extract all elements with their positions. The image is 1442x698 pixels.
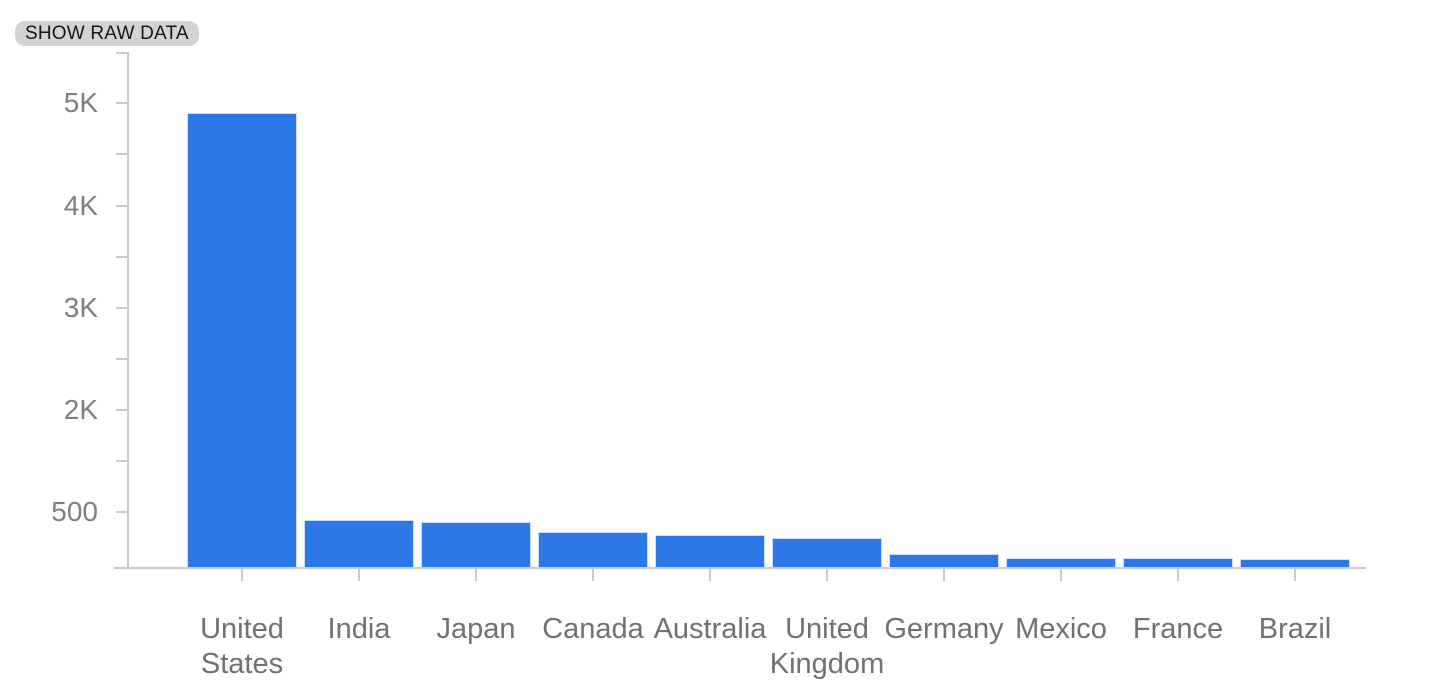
x-label-line: Australia: [653, 613, 767, 645]
y-axis-tick-label: 500: [51, 496, 98, 527]
x-label-germany: Germany: [856, 612, 1032, 647]
y-axis-tick: [116, 511, 129, 513]
y-axis-tick: [116, 153, 129, 155]
show-raw-data-button[interactable]: SHOW RAW DATA: [15, 21, 199, 46]
x-label-united-states: United States: [154, 612, 330, 682]
x-label-india: India: [271, 612, 447, 647]
x-label-brazil: Brazil: [1207, 612, 1383, 647]
y-axis-tick: [116, 102, 129, 104]
x-label-line: United: [785, 613, 869, 645]
y-axis-line: [127, 53, 129, 569]
y-axis-tick: [116, 205, 129, 207]
x-label-line: Brazil: [1258, 613, 1332, 645]
x-axis-tick: [241, 569, 243, 581]
x-axis-tick: [1177, 569, 1179, 581]
bar-germany[interactable]: [889, 554, 999, 567]
x-label-line: Germany: [884, 613, 1004, 645]
y-axis-tick-label: 5K: [63, 87, 98, 118]
y-axis-tick-label: 3K: [63, 292, 98, 323]
x-axis-tick: [592, 569, 594, 581]
x-axis-tick: [358, 569, 360, 581]
x-label-line: United: [200, 613, 284, 645]
bar-united-states[interactable]: [187, 113, 297, 567]
bar-australia[interactable]: [655, 535, 765, 567]
y-axis-tick: [116, 52, 129, 54]
x-label-line: Canada: [542, 613, 644, 645]
x-label-australia: Australia: [622, 612, 798, 647]
bar-united-kingdom[interactable]: [772, 538, 882, 567]
x-label-france: France: [1090, 612, 1266, 647]
y-axis-tick: [116, 460, 129, 462]
x-label-line: States: [200, 648, 284, 680]
x-axis-tick: [475, 569, 477, 581]
x-label-line: Mexico: [1015, 613, 1107, 645]
x-label-line: France: [1132, 613, 1224, 645]
y-axis-tick: [116, 307, 129, 309]
bar-japan[interactable]: [421, 522, 531, 567]
x-axis-tick: [1294, 569, 1296, 581]
y-axis-tick-label: 4K: [63, 190, 98, 221]
x-axis-line: [114, 567, 1366, 569]
bar-brazil[interactable]: [1240, 559, 1350, 567]
x-axis-tick: [709, 569, 711, 581]
x-axis-tick: [943, 569, 945, 581]
x-label-line: Japan: [436, 613, 516, 645]
x-label-canada: Canada: [505, 612, 681, 647]
y-axis-tick-label: 2K: [63, 394, 98, 425]
y-axis-tick: [116, 358, 129, 360]
y-axis-tick: [116, 409, 129, 411]
x-axis-tick: [1060, 569, 1062, 581]
y-axis-tick: [116, 256, 129, 258]
x-label-line: India: [327, 613, 391, 645]
x-label-japan: Japan: [388, 612, 564, 647]
bar-mexico[interactable]: [1006, 558, 1116, 567]
bar-canada[interactable]: [538, 532, 648, 567]
x-axis-tick: [826, 569, 828, 581]
bar-india[interactable]: [304, 520, 414, 567]
x-label-line: Kingdom: [769, 648, 885, 680]
bar-france[interactable]: [1123, 558, 1233, 567]
x-label-mexico: Mexico: [973, 612, 1149, 647]
x-label-united-kingdom: United Kingdom: [739, 612, 915, 682]
